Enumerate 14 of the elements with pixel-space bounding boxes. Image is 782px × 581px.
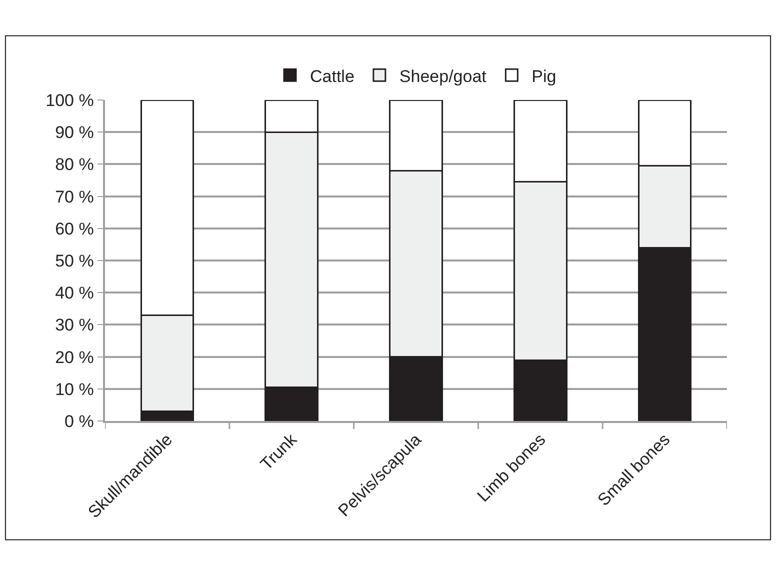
y-tick-label: 20 % (55, 348, 94, 367)
y-tick-label: 50 % (55, 251, 94, 270)
y-tick-label: 60 % (55, 219, 94, 238)
legend-label: Pig (532, 66, 556, 86)
y-tick-label: 100 % (46, 90, 94, 110)
y-tick-label: 0 % (64, 412, 94, 431)
y-tick-label: 40 % (55, 284, 94, 303)
y-tick-label: 30 % (55, 316, 94, 335)
y-tick-label: 90 % (55, 123, 94, 142)
y-tick-label: 10 % (55, 380, 94, 399)
legend-label: Cattle (310, 66, 354, 86)
legend-label: Sheep/goat (399, 66, 487, 86)
y-tick-label: 80 % (55, 155, 94, 174)
y-tick-label: 70 % (55, 187, 94, 206)
